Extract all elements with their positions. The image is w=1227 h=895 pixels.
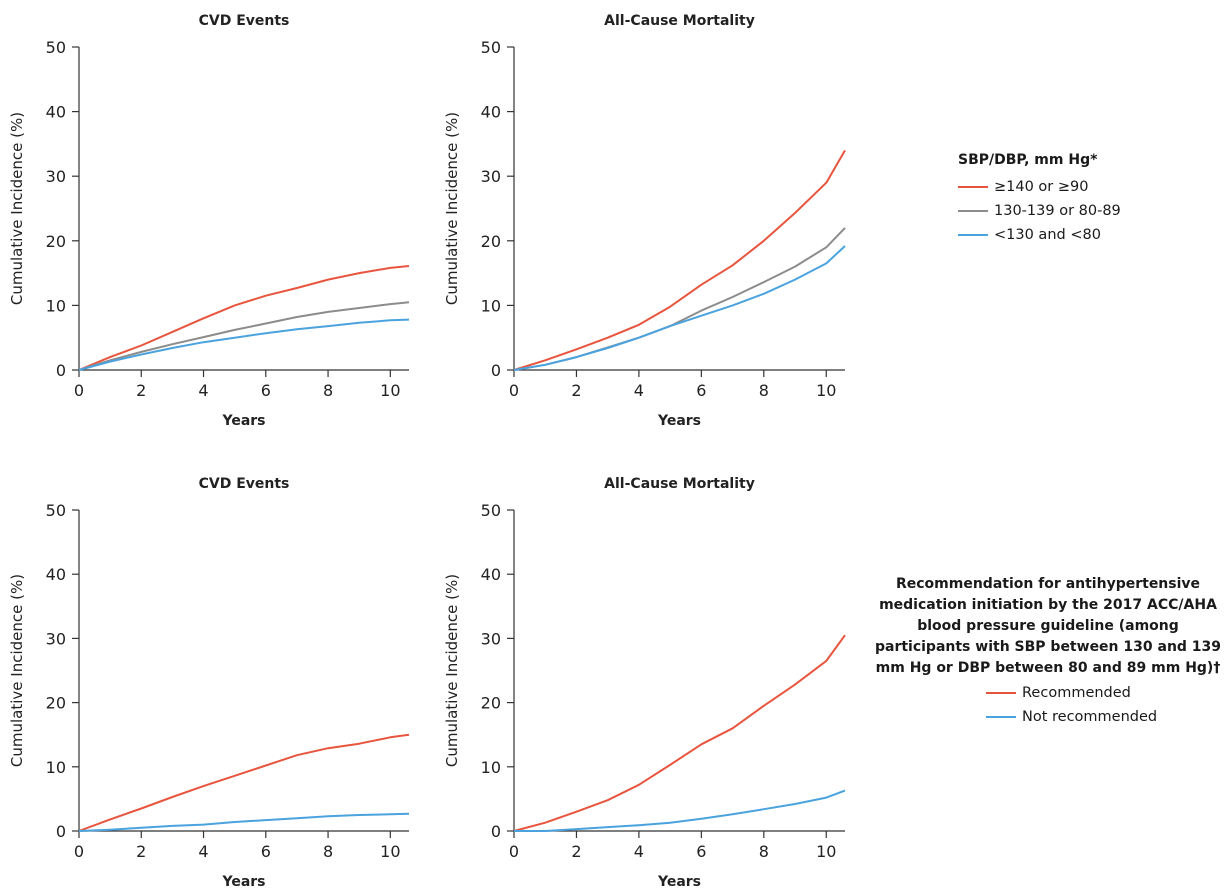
x-tick-label: 4 xyxy=(198,842,208,861)
y-tick-label: 10 xyxy=(46,758,66,777)
series-line xyxy=(78,265,410,371)
x-tick-label: 8 xyxy=(759,842,769,861)
legend-item: Recommended xyxy=(986,681,1224,705)
legend-label: Recommended xyxy=(1022,685,1131,701)
y-tick-label: 50 xyxy=(46,501,66,520)
chart-panel: 0 10 20 30 40 50 0 2 4 6 8 10 CVD Events Years Cumulat… xyxy=(8,476,410,890)
x-tick-label: 4 xyxy=(634,842,644,861)
series-line xyxy=(513,634,846,832)
y-axis-label: Cumulative Incidence (%) xyxy=(443,112,461,305)
x-tick-label: 0 xyxy=(509,842,519,861)
y-axis-label: Cumulative Incidence (%) xyxy=(8,574,26,767)
legend-label: <130 and <80 xyxy=(994,227,1101,243)
series-line xyxy=(78,812,410,832)
y-tick-label: 20 xyxy=(481,232,501,251)
series-line xyxy=(514,789,846,832)
x-tick-label: 6 xyxy=(261,381,271,400)
chart-panel: 0 10 20 30 40 50 0 2 4 6 8 10 All-Cause Mortality Yea… xyxy=(443,13,846,429)
legend-title: SBP/DBP, mm Hg* xyxy=(958,152,1098,168)
y-tick-label: 10 xyxy=(481,296,501,315)
x-tick-label: 0 xyxy=(509,381,519,400)
chart-title: All-Cause Mortality xyxy=(604,13,755,29)
x-tick-label: 0 xyxy=(74,842,84,861)
y-tick-label: 40 xyxy=(46,103,66,122)
x-axis-label: Years xyxy=(221,874,265,890)
x-tick-label: 10 xyxy=(816,842,836,861)
series-line xyxy=(78,318,410,371)
legend-title: Recommendation for antihypertensive medi… xyxy=(874,576,1222,676)
legend-label: 130-139 or 80-89 xyxy=(994,203,1121,219)
y-tick-label: 30 xyxy=(481,167,501,186)
x-tick-label: 6 xyxy=(696,842,706,861)
chart-title: All-Cause Mortality xyxy=(604,476,755,492)
x-tick-label: 8 xyxy=(323,842,333,861)
y-tick-label: 30 xyxy=(481,629,501,648)
y-tick-label: 20 xyxy=(46,694,66,713)
x-tick-label: 6 xyxy=(696,381,706,400)
x-tick-label: 8 xyxy=(759,381,769,400)
y-tick-label: 0 xyxy=(56,361,66,380)
y-tick-label: 40 xyxy=(481,565,501,584)
chart-panel: 0 10 20 30 40 50 0 2 4 6 8 10 CVD Events Years Cumulat… xyxy=(8,13,410,429)
x-tick-label: 0 xyxy=(74,381,84,400)
y-tick-label: 0 xyxy=(56,822,66,841)
x-tick-label: 2 xyxy=(571,381,581,400)
x-tick-label: 2 xyxy=(571,842,581,861)
legend-item: <130 and <80 xyxy=(958,223,1121,247)
y-tick-label: 40 xyxy=(481,103,501,122)
y-tick-label: 50 xyxy=(481,38,501,57)
x-tick-label: 6 xyxy=(261,842,271,861)
legend-item: Not recommended xyxy=(986,705,1224,729)
series-line xyxy=(78,733,410,832)
x-axis-label: Years xyxy=(657,874,701,890)
y-tick-label: 30 xyxy=(46,167,66,186)
y-tick-label: 0 xyxy=(491,361,501,380)
chart-panel: 0 10 20 30 40 50 0 2 4 6 8 10 All-Cause Mortality Yea… xyxy=(443,476,846,890)
x-tick-label: 4 xyxy=(634,381,644,400)
x-tick-label: 4 xyxy=(198,381,208,400)
chart-title: CVD Events xyxy=(199,476,290,492)
y-tick-label: 20 xyxy=(46,232,66,251)
legend-item: 130-139 or 80-89 xyxy=(958,199,1121,223)
legend-swatch-gray xyxy=(958,210,988,212)
legend-swatch-red xyxy=(958,186,988,188)
x-tick-label: 2 xyxy=(136,842,146,861)
x-axis-label: Years xyxy=(221,413,265,429)
x-axis-label: Years xyxy=(657,413,701,429)
y-tick-label: 50 xyxy=(46,38,66,57)
series-line xyxy=(513,245,846,371)
series-line xyxy=(513,149,846,371)
series-line xyxy=(78,301,410,371)
chart-title: CVD Events xyxy=(199,13,290,29)
legend-label: ≥140 or ≥90 xyxy=(994,179,1089,195)
y-tick-label: 10 xyxy=(481,758,501,777)
legend-swatch-blue xyxy=(958,234,988,236)
legend-blood-pressure: SBP/DBP, mm Hg* ≥140 or ≥90 130-139 or 8… xyxy=(958,150,1121,247)
legend-swatch-red xyxy=(986,692,1016,694)
y-tick-label: 0 xyxy=(491,822,501,841)
legend-swatch-blue xyxy=(986,716,1016,718)
x-tick-label: 10 xyxy=(380,381,400,400)
x-tick-label: 8 xyxy=(323,381,333,400)
legend-item: ≥140 or ≥90 xyxy=(958,175,1121,199)
y-tick-label: 20 xyxy=(481,694,501,713)
x-tick-label: 2 xyxy=(136,381,146,400)
x-tick-label: 10 xyxy=(816,381,836,400)
legend-recommendation: Recommendation for antihypertensive medi… xyxy=(872,574,1224,729)
y-axis-label: Cumulative Incidence (%) xyxy=(443,574,461,767)
y-axis-label: Cumulative Incidence (%) xyxy=(8,112,26,305)
y-tick-label: 40 xyxy=(46,565,66,584)
y-tick-label: 50 xyxy=(481,501,501,520)
x-tick-label: 10 xyxy=(380,842,400,861)
legend-label: Not recommended xyxy=(1022,709,1158,725)
y-tick-label: 10 xyxy=(46,296,66,315)
y-tick-label: 30 xyxy=(46,629,66,648)
